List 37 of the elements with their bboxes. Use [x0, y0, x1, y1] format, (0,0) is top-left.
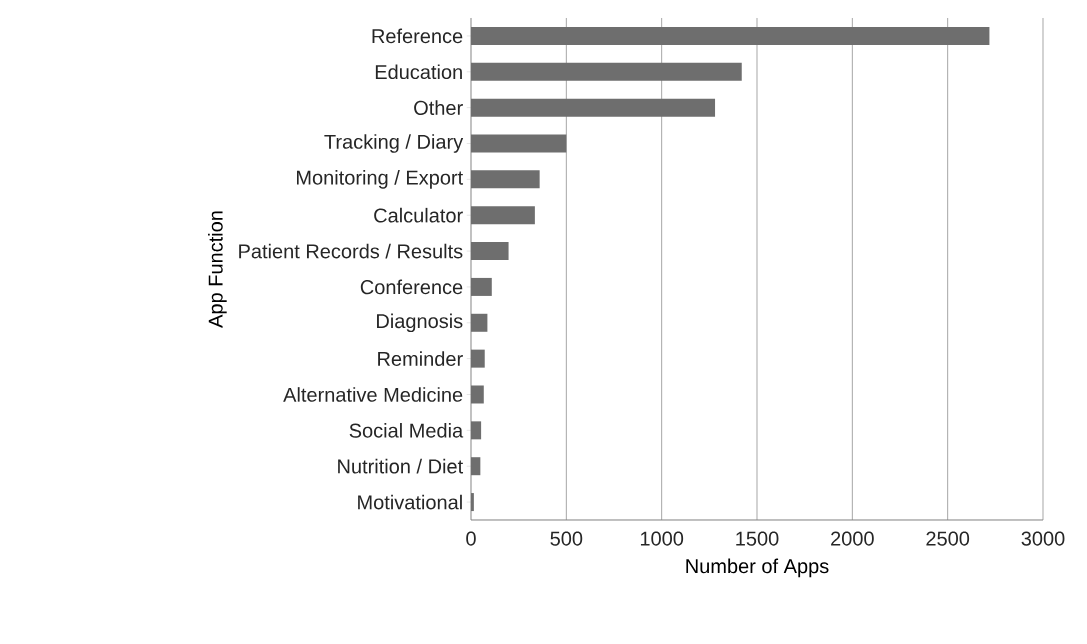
x-tick-label: 1500: [736, 531, 779, 546]
y-tick-label: Conference: [360, 279, 463, 295]
bar: [471, 206, 535, 225]
bar: [471, 349, 485, 368]
y-tick-label: Calculator: [374, 207, 463, 223]
bar: [471, 242, 509, 261]
y-tick-label: Patient Records / Results: [239, 243, 463, 259]
bar: [471, 134, 567, 153]
bar: [471, 170, 540, 189]
bar: [471, 421, 482, 440]
bar: [471, 385, 484, 404]
bar: [471, 62, 742, 81]
y-tick-label: Social Media: [349, 423, 464, 438]
bar: [471, 277, 492, 296]
y-tick-label: Reference: [372, 28, 463, 44]
y-tick-label: Reminder: [378, 351, 463, 366]
y-tick-label: Nutrition / Diet: [338, 458, 464, 474]
bar: [471, 98, 716, 117]
y-tick-label: Education: [375, 64, 462, 80]
bar: [471, 493, 474, 512]
x-tick-label: 2500: [926, 531, 970, 546]
y-tick-label: Motivational: [358, 494, 462, 510]
bar: [471, 313, 488, 332]
y-tick-label: Tracking / Diary: [324, 134, 464, 153]
x-tick-label: 1000: [640, 531, 684, 546]
bar: [471, 457, 481, 476]
bar: [471, 26, 990, 45]
x-tick-label: 3000: [1021, 531, 1065, 546]
y-tick-label: Diagnosis: [377, 313, 463, 333]
y-tick-label: Alternative Medicine: [283, 387, 463, 402]
x-tick-label: 2000: [831, 531, 874, 546]
x-tick-label: 0: [466, 531, 476, 546]
y-tick-label: Monitoring / Export: [297, 170, 464, 189]
y-axis-title: App Function: [208, 211, 227, 328]
x-tick-label: 500: [550, 531, 583, 546]
y-tick-label: Other: [414, 100, 463, 115]
x-axis-title: Number of Apps: [686, 558, 829, 578]
